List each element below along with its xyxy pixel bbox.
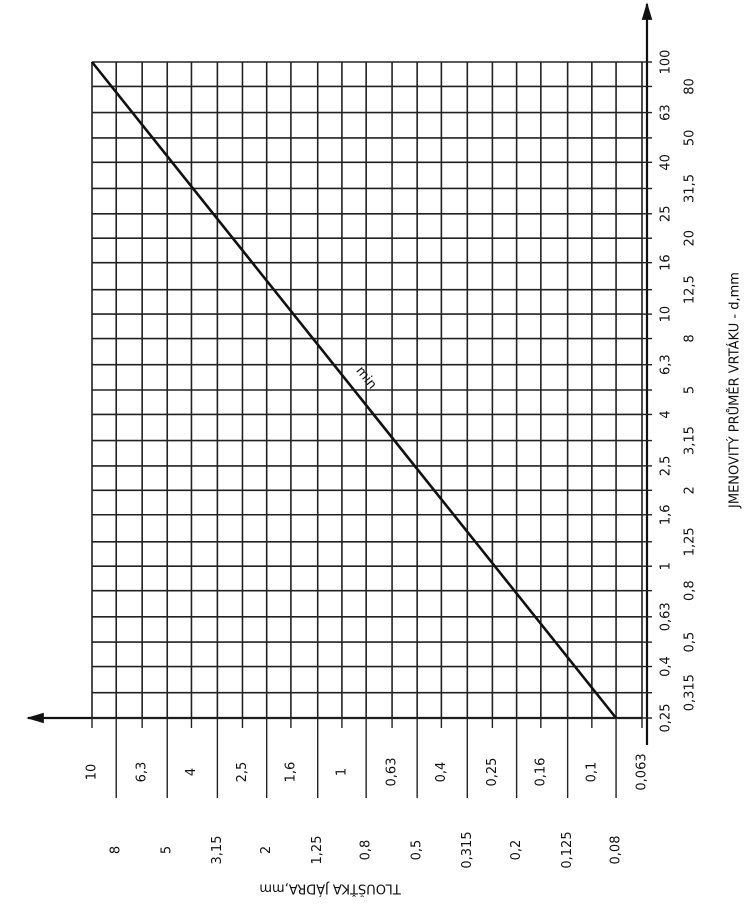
x-tick-label: 20 (683, 230, 698, 247)
y-tick-label: 0,125 (560, 831, 575, 868)
x-tick-label: 1,25 (683, 527, 698, 556)
x-tick-label: 80 (683, 78, 698, 95)
y-tick-label: 0,8 (359, 840, 374, 861)
y-tick-label: 8 (109, 846, 124, 854)
data-line (90, 61, 618, 719)
y-tick-label: 4 (184, 768, 199, 776)
y-tick-label: 0,4 (434, 762, 449, 783)
y-tick-label: 10 (85, 764, 100, 781)
y-tick-label: 1,25 (310, 836, 325, 865)
y-tick-label: 5 (160, 846, 175, 854)
y-tick-label: 0,2 (509, 840, 524, 861)
x-tick-label: 8 (683, 334, 698, 342)
x-tick-label: 50 (683, 130, 698, 147)
x-tick-label: 1 (659, 562, 674, 570)
x-tick-label: 0,25 (659, 704, 674, 733)
y-tick-label: 0,63 (385, 758, 400, 787)
y-tick-label: 2,5 (235, 762, 250, 783)
x-tick-label: 0,315 (683, 674, 698, 711)
x-tick-label: 40 (659, 154, 674, 171)
series-label: min (353, 364, 380, 393)
x-tick-label: 0,4 (659, 656, 674, 677)
x-axis-title: JMENOVITÝ PRŮMĚR VRTÁKU - d,mm (727, 272, 743, 509)
y-tick-label: 0,315 (460, 831, 475, 868)
y-tick-label: 0,25 (485, 758, 500, 787)
y-tick-label: 2 (259, 846, 274, 854)
x-tick-label: 3,15 (683, 426, 698, 455)
x-tick-label: 0,63 (659, 602, 674, 631)
x-tick-label: 10 (659, 306, 674, 323)
x-tick-label: 63 (659, 104, 674, 121)
y-tick-label: 0,063 (635, 753, 650, 790)
x-tick-label: 0,8 (683, 580, 698, 601)
y-tick-label: 1,6 (283, 762, 298, 783)
x-tick-label: 2 (683, 486, 698, 494)
x-tick-label: 4 (659, 410, 674, 418)
x-tick-label: 5 (683, 386, 698, 394)
x-tick-label: 12,5 (683, 275, 698, 304)
y-tick-label: 0,08 (609, 836, 624, 865)
x-tick-label: 100 (659, 50, 674, 75)
y-tick-label: 0,5 (410, 840, 425, 861)
y-tick-label: 3,15 (210, 836, 225, 865)
y-tick-label: 1 (334, 768, 349, 776)
y-tick-label: 0,1 (584, 762, 599, 783)
y-tick-label: 6,3 (135, 762, 150, 783)
x-tick-label: 0,5 (683, 632, 698, 653)
y-tick-label: 0,16 (533, 758, 548, 787)
x-tick-label: 31,5 (683, 174, 698, 203)
x-tick-label: 25 (659, 206, 674, 223)
x-tick-label: 2,5 (659, 456, 674, 477)
x-tick-label: 16 (659, 254, 674, 271)
x-tick-label: 6,3 (659, 354, 674, 375)
x-tick-label: 1,6 (659, 504, 674, 525)
y-axis-title: TLOUŠŤKA JÁDRA,mm (259, 881, 401, 897)
